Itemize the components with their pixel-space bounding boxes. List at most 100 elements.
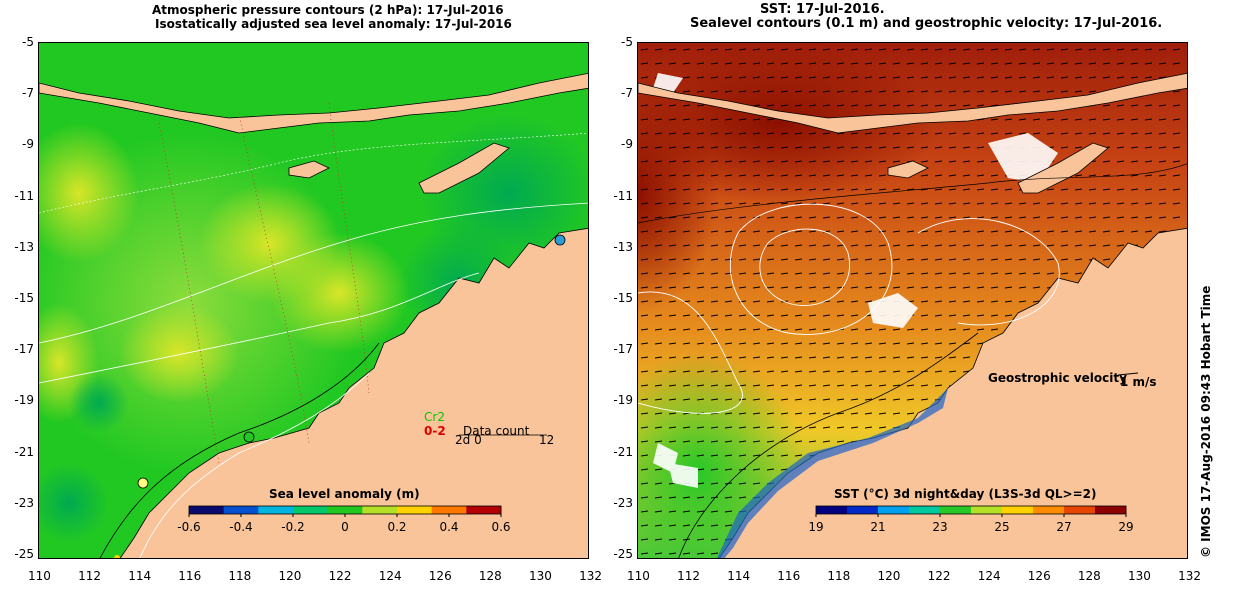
- colorbar-swatch: [293, 506, 329, 514]
- latitude-tick: -25: [14, 547, 34, 561]
- colorbar-tick-label: 23: [932, 520, 947, 534]
- longitude-tick: 110: [28, 569, 51, 583]
- longitude-tick: 118: [228, 569, 252, 583]
- colorbar-tick-label: -0.2: [281, 520, 304, 534]
- colorbar-swatch: [1095, 506, 1127, 514]
- longitude-tick: 112: [78, 569, 101, 583]
- latitude-tick: -5: [621, 35, 633, 49]
- colorbar-swatch: [397, 506, 433, 514]
- latitude-tick: -19: [14, 393, 34, 408]
- station-marker-west: [137, 477, 149, 489]
- sst-colorbar-label: SST (°C) 3d night&day (L3S-3d QL>=2): [834, 487, 1097, 501]
- longitude-tick: 126: [1027, 569, 1051, 583]
- longitude-tick: 128: [1077, 569, 1101, 583]
- geostrophic-velocity-label: Geostrophic velocity: [988, 371, 1127, 385]
- longitude-tick: 130: [529, 569, 552, 583]
- latitude-tick: -17: [14, 342, 34, 357]
- latitude-tick: -11: [14, 188, 34, 203]
- longitude-tick: 132: [579, 569, 602, 583]
- data-count-title: Data count: [463, 424, 530, 438]
- longitude-tick: 116: [777, 569, 801, 583]
- sea-level-anomaly-map: Cr2 0-2 Data count 2d 0 12 Sea level ano…: [38, 42, 589, 559]
- longitude-tick: 114: [128, 569, 152, 583]
- java-island: [39, 72, 588, 134]
- latitude-tick: -21: [613, 444, 633, 459]
- colorbar-swatch: [223, 506, 259, 514]
- latitude-tick: -19: [613, 393, 633, 408]
- colorbar-swatch: [362, 506, 398, 514]
- longitude-tick: 122: [927, 569, 951, 583]
- station-marker-mid: [243, 431, 255, 443]
- colorbar-tick-label: 25: [994, 520, 1009, 534]
- timor-island: [418, 142, 510, 194]
- colorbar-tick-label: 21: [870, 520, 885, 534]
- data-count-tick-left: 2d 0: [455, 433, 482, 447]
- imos-credit: © IMOS 17-Aug-2016 09:43 Hobart Time: [1199, 285, 1213, 558]
- data-count-tick-right: 12: [539, 433, 554, 447]
- latitude-tick: -7: [621, 86, 633, 101]
- station-marker-south: [114, 555, 120, 558]
- left-title-line2: Isostatically adjusted sea level anomaly…: [155, 17, 512, 31]
- longitude-tick: 116: [178, 569, 202, 583]
- colorbar-tick-label: -0.6: [177, 520, 200, 534]
- latitude-tick: -9: [22, 137, 34, 152]
- latitude-tick: -23: [14, 495, 34, 510]
- longitude-tick: 126: [428, 569, 452, 583]
- longitude-tick: 128: [478, 569, 502, 583]
- colorbar-swatch: [258, 506, 294, 514]
- velocity-scale-label: 1 m/s: [1120, 375, 1157, 389]
- colorbar-tick-label: 19: [808, 520, 823, 534]
- station-marker-east: [554, 234, 566, 246]
- colorbar-swatch: [971, 506, 1003, 514]
- latitude-tick: -11: [613, 188, 633, 203]
- longitude-tick: 132: [1178, 569, 1201, 583]
- colorbar-swatch: [466, 506, 502, 514]
- longitude-tick: 124: [977, 569, 1001, 583]
- australia-land: [119, 227, 588, 558]
- colorbar-swatch: [1002, 506, 1034, 514]
- latitude-tick: -23: [613, 495, 633, 510]
- longitude-tick: 120: [278, 569, 302, 583]
- colorbar-tick-label: 0: [341, 520, 349, 534]
- longitude-tick: 114: [727, 569, 751, 583]
- latitude-tick: -25: [613, 547, 633, 561]
- sla-colorbar-label: Sea level anomaly (m): [269, 487, 420, 501]
- timor-island-right: [1017, 142, 1109, 194]
- colorbar-tick-label: 27: [1056, 520, 1071, 534]
- station-label: Cr2: [424, 410, 445, 424]
- colorbar-swatch: [189, 506, 225, 514]
- colorbar-swatch: [431, 506, 467, 514]
- sst-map: Geostrophic velocity 1 m/s SST (°C) 3d n…: [637, 42, 1188, 559]
- longitude-tick: 124: [378, 569, 402, 583]
- latitude-tick: -13: [14, 239, 34, 254]
- sst-colorbar: 19 21 23 25 27 29: [808, 505, 1134, 534]
- sumba-island-right: [887, 160, 929, 179]
- colorbar-swatch: [847, 506, 879, 514]
- latitude-tick: -21: [14, 444, 34, 459]
- longitude-tick: 112: [677, 569, 700, 583]
- colorbar-frame: [815, 505, 1127, 515]
- left-title-line1: Atmospheric pressure contours (2 hPa): 1…: [152, 3, 504, 17]
- colorbar-tick-label: 0.6: [491, 520, 510, 534]
- sla-colorbar: -0.6 -0.4 -0.2 0 0.2 0.4 0.6: [177, 505, 511, 534]
- colorbar-tick-label: 0.2: [387, 520, 406, 534]
- longitude-tick: 110: [627, 569, 650, 583]
- colorbar-swatch: [816, 506, 848, 514]
- right-title-line1: SST: 17-Jul-2016.: [760, 2, 885, 17]
- sumba-island: [288, 160, 330, 179]
- longitude-tick: 122: [328, 569, 352, 583]
- longitude-tick: 118: [827, 569, 851, 583]
- latitude-tick: -17: [613, 342, 633, 357]
- longitude-tick: 130: [1128, 569, 1151, 583]
- colorbar-tick-label: -0.4: [229, 520, 252, 534]
- colorbar-swatch: [878, 506, 910, 514]
- right-title-line2: Sealevel contours (0.1 m) and geostrophi…: [690, 16, 1163, 31]
- colorbar-tick-label: 29: [1118, 520, 1133, 534]
- latitude-tick: -7: [22, 86, 34, 101]
- colorbar-swatch: [909, 506, 941, 514]
- latitude-tick: -13: [613, 239, 633, 254]
- longitude-tick: 120: [877, 569, 901, 583]
- sla-map-svg: Cr2 0-2 Data count 2d 0 12 Sea level ano…: [39, 43, 588, 558]
- latitude-tick: -5: [22, 35, 34, 49]
- colorbar-swatch: [327, 506, 363, 514]
